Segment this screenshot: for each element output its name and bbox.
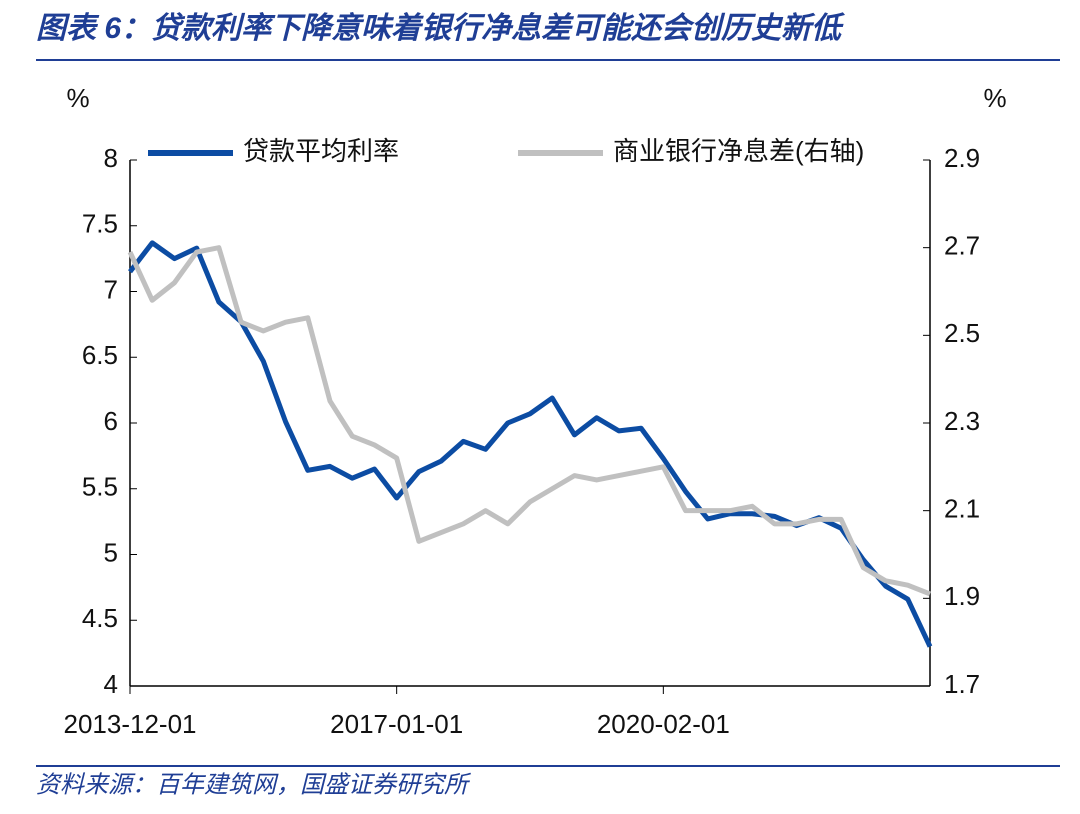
y2-tick-label: 1.7	[944, 669, 980, 699]
y2-axis-label: %	[983, 83, 1006, 113]
series-line	[128, 240, 933, 648]
legend-label: 贷款平均利率	[243, 136, 399, 166]
series-line	[127, 245, 931, 597]
y2-tick-label: 1.9	[944, 581, 980, 611]
y-tick-label: 5.5	[82, 472, 118, 502]
y2-tick-label: 2.1	[944, 494, 980, 524]
y-tick-label: 4.5	[82, 603, 118, 633]
legend-label: 商业银行净息差(右轴)	[613, 136, 864, 166]
x-tick-label: 2020-02-01	[597, 709, 730, 739]
y-tick-label: 8	[104, 143, 118, 173]
x-tick-label: 2017-01-01	[330, 709, 463, 739]
y-tick-label: 7.5	[82, 209, 118, 239]
y2-tick-label: 2.3	[944, 406, 980, 436]
y-tick-label: 7	[104, 274, 118, 304]
y2-tick-label: 2.7	[944, 231, 980, 261]
y2-tick-label: 2.9	[944, 143, 980, 173]
y-tick-label: 6.5	[82, 340, 118, 370]
x-tick-label: 2013-12-01	[64, 709, 197, 739]
y-tick-label: 5	[104, 537, 118, 567]
y2-tick-label: 2.5	[944, 318, 980, 348]
y-tick-label: 4	[104, 669, 118, 699]
source: 资料来源：百年建筑网，国盛证券研究所	[36, 771, 472, 798]
chart-title: 图表 6：贷款利率下降意味着银行净息差可能还会创历史新低	[36, 11, 845, 45]
y-axis-label: %	[66, 83, 89, 113]
y-tick-label: 6	[104, 406, 118, 436]
